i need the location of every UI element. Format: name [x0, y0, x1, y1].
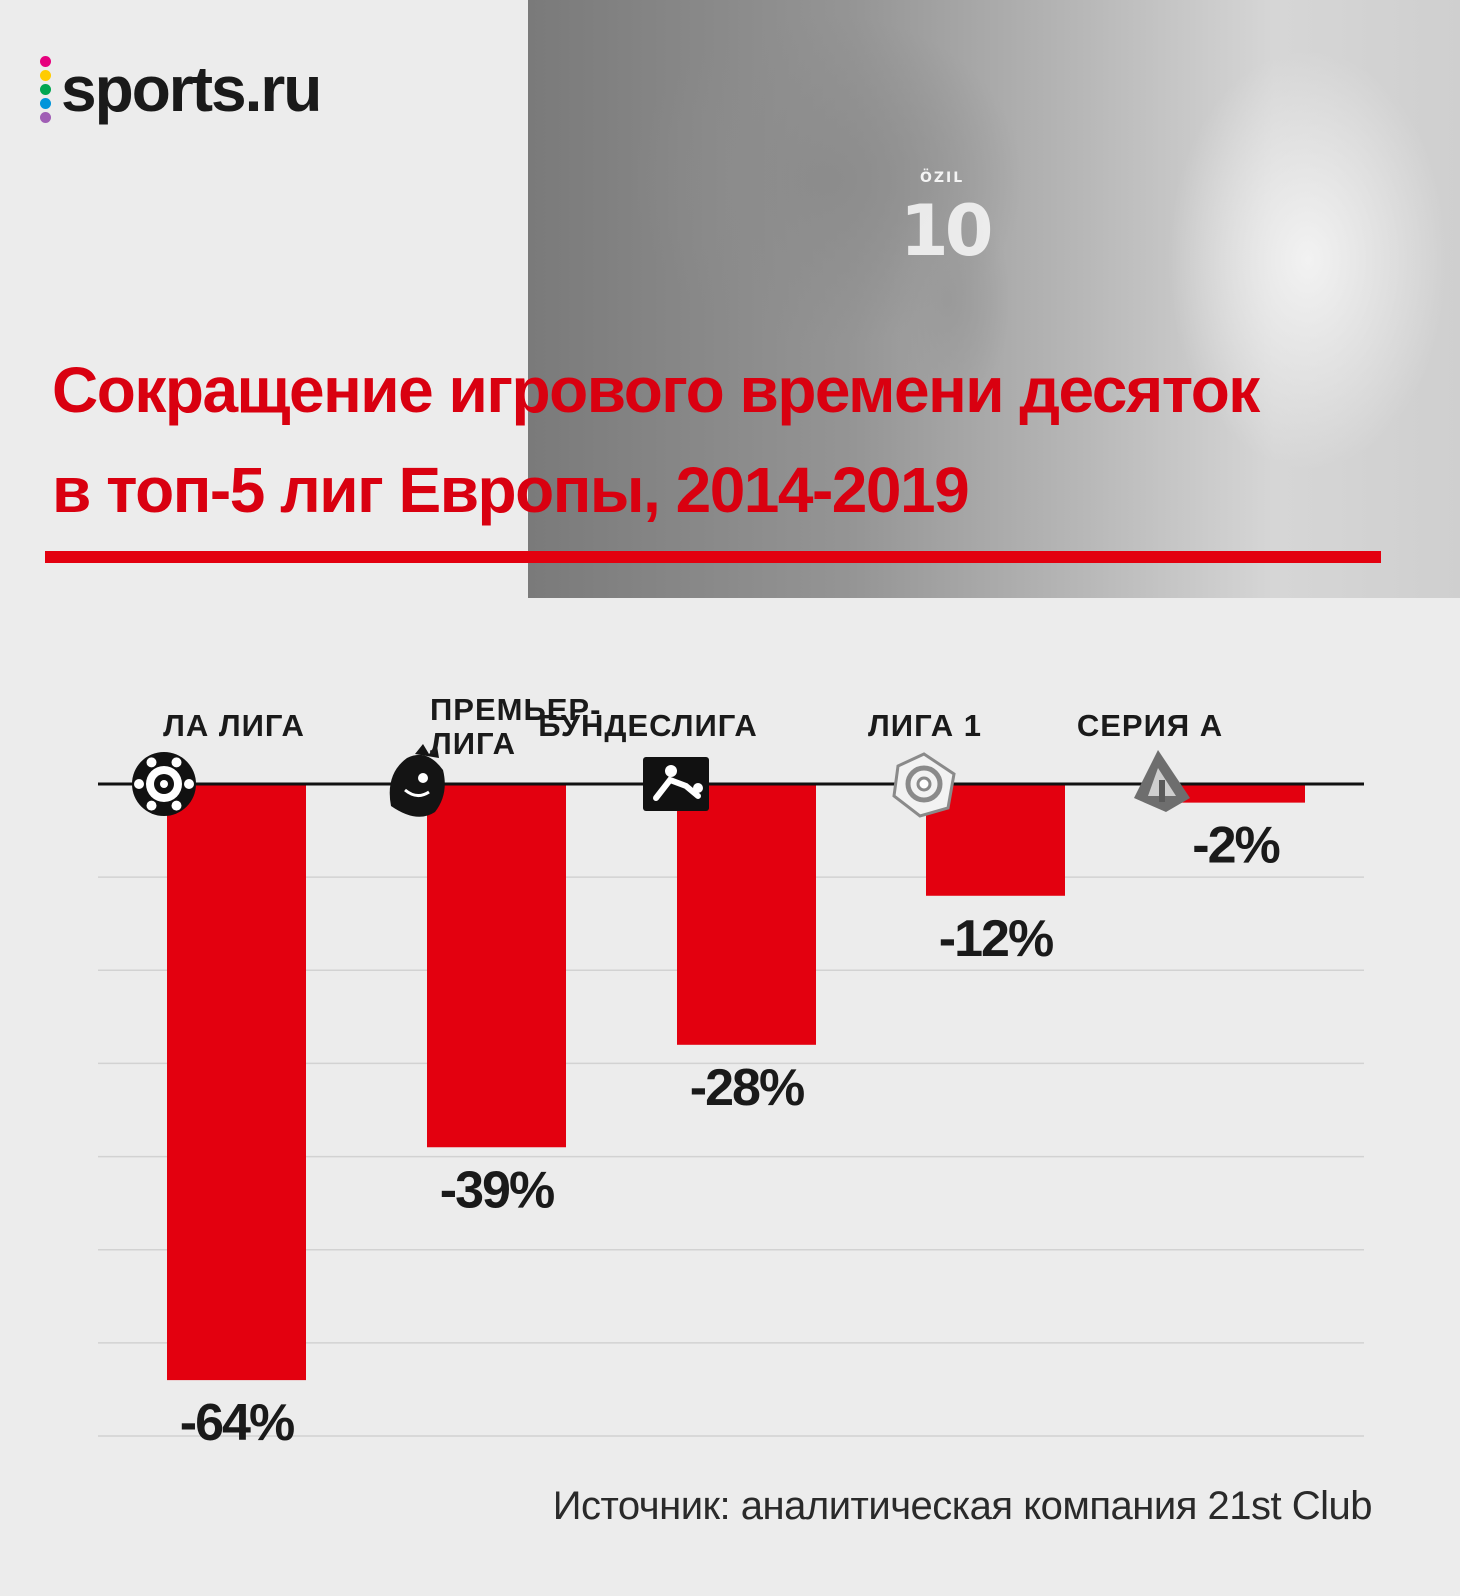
bar-5: [1166, 784, 1305, 803]
data-label: -28%: [690, 1059, 804, 1117]
sports-ru-logo[interactable]: sports.ru: [40, 52, 322, 126]
laliga-icon: [132, 752, 196, 816]
jersey-number: 10: [900, 190, 993, 272]
category-label: СЕРИЯ А: [1077, 708, 1223, 743]
logo-dot: [40, 83, 51, 95]
data-label: -39%: [440, 1161, 554, 1219]
category-label: БУНДЕСЛИГА: [538, 708, 758, 743]
logo-dot: [40, 97, 51, 109]
logo-dots-icon: [40, 55, 51, 123]
background-photo: ÖZIL 10: [528, 0, 1460, 598]
ligue1-icon: [892, 752, 956, 818]
title-underline: [45, 551, 1381, 563]
data-label: -2%: [1192, 817, 1279, 875]
logo-dot: [40, 69, 51, 81]
serie-a-icon: [1134, 750, 1190, 812]
page-title: Сокращение игрового времени десяток в то…: [52, 340, 1412, 540]
data-label: -64%: [180, 1394, 294, 1452]
title-line-1: Сокращение игрового времени десяток: [52, 354, 1260, 426]
category-label: ПРЕМЬЕР-ЛИГА: [430, 692, 601, 761]
logo-dot: [40, 55, 51, 67]
category-label: ЛИГА 1: [868, 708, 982, 743]
bar-2: [427, 784, 566, 1148]
data-label: -12%: [939, 910, 1053, 968]
bar-1: [167, 784, 306, 1381]
jersey-name: ÖZIL: [920, 170, 965, 186]
bundesliga-icon: [643, 757, 709, 811]
category-label: ЛА ЛИГА: [163, 708, 305, 743]
logo-wordmark: sports.ru: [61, 53, 322, 125]
logo-dot: [40, 111, 51, 123]
premier-league-lion-icon: [389, 744, 445, 817]
title-line-2: в топ-5 лиг Европы, 2014-2019: [52, 454, 970, 526]
source-note: Источник: аналитическая компания 21st Cl…: [552, 1484, 1373, 1528]
bar-3: [677, 784, 816, 1045]
